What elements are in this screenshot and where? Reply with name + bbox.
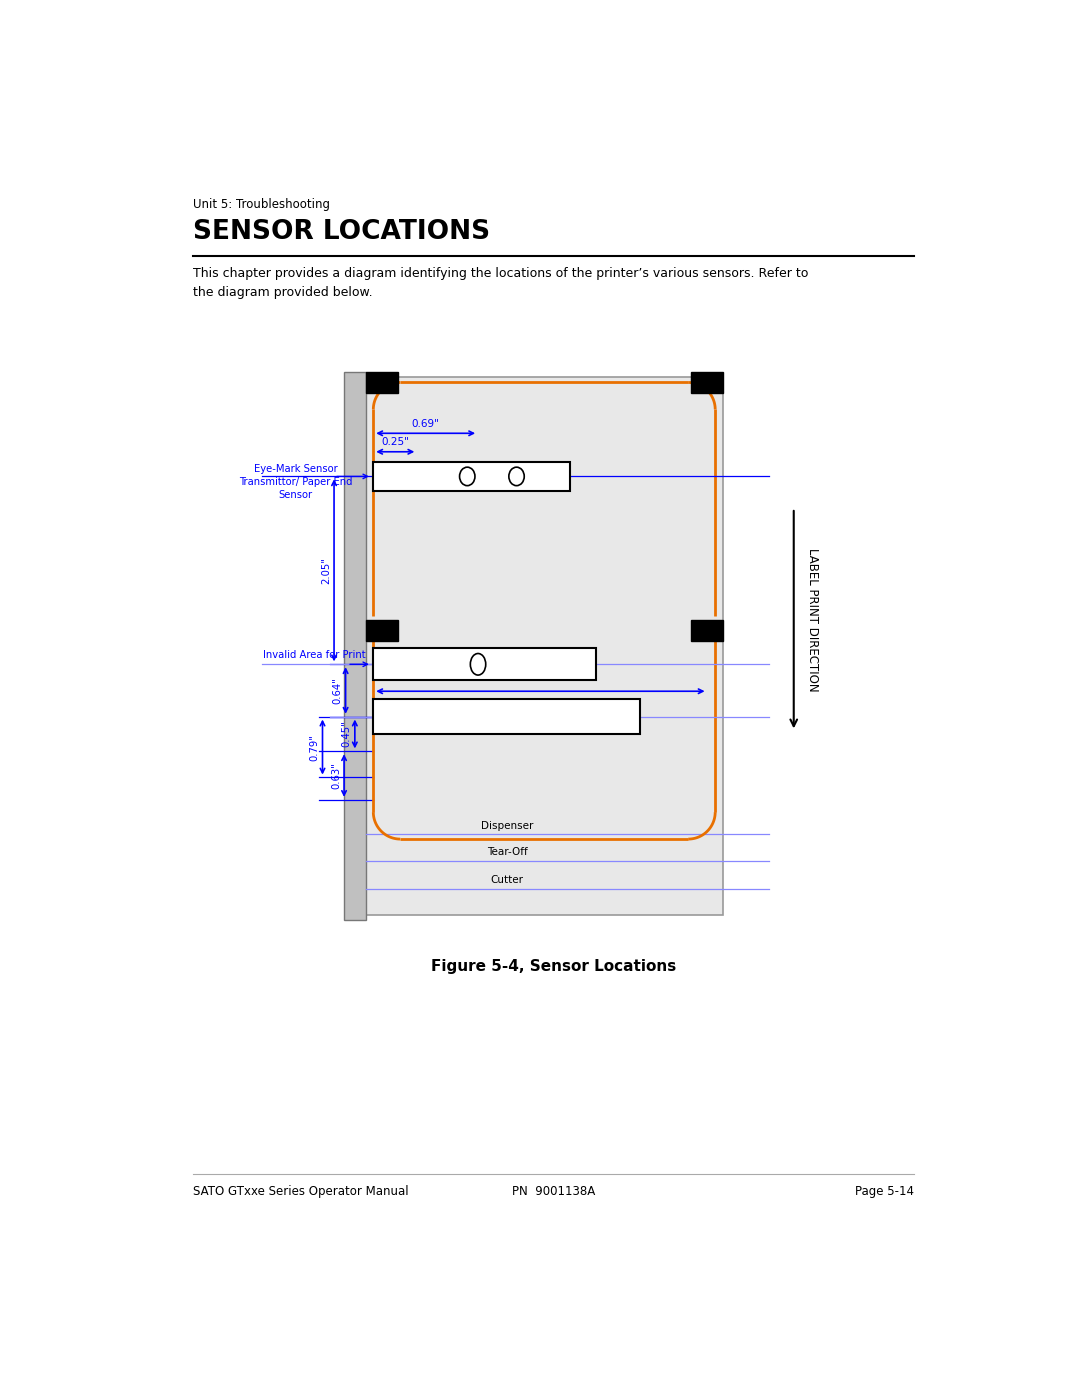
Text: Print Width: 4.09"/4.20': Print Width: 4.09"/4.20' (482, 701, 599, 711)
Text: Page 5-14: Page 5-14 (855, 1185, 914, 1197)
Bar (374, 462, 570, 490)
Text: PN  9001138A: PN 9001138A (512, 1185, 595, 1197)
Text: Invalid Area for Print: Invalid Area for Print (264, 650, 366, 659)
Text: 0.64": 0.64" (333, 678, 342, 704)
Text: 0.45": 0.45" (341, 721, 352, 747)
Ellipse shape (509, 467, 524, 486)
Text: This chapter provides a diagram identifying the locations of the printer’s vario: This chapter provides a diagram identify… (193, 267, 809, 299)
Bar (374, 648, 596, 680)
Text: 0.25": 0.25" (381, 437, 409, 447)
Text: Print Head: Print Head (480, 703, 534, 712)
Text: 2.05": 2.05" (321, 557, 330, 584)
Text: 0.79": 0.79" (309, 733, 320, 760)
Bar (345, 372, 366, 921)
Bar (374, 698, 639, 735)
Text: Unit 5: Troubleshooting: Unit 5: Troubleshooting (193, 197, 330, 211)
Ellipse shape (460, 467, 475, 486)
Text: 0.63": 0.63" (330, 763, 341, 789)
Text: SATO GTxxe Series Operator Manual: SATO GTxxe Series Operator Manual (193, 1185, 408, 1197)
Bar (690, 620, 723, 641)
Text: LABEL PRINT DIRECTION: LABEL PRINT DIRECTION (806, 548, 819, 692)
Bar (365, 377, 723, 915)
Text: Tear-Off: Tear-Off (487, 847, 528, 856)
Text: Figure 5-4, Sensor Locations: Figure 5-4, Sensor Locations (431, 958, 676, 974)
Bar (690, 372, 723, 393)
Bar (366, 620, 397, 641)
Text: Cutter: Cutter (490, 876, 524, 886)
Text: Eye-Mark Sensor
Transmittor/ Paper End
Sensor: Eye-Mark Sensor Transmittor/ Paper End S… (239, 464, 352, 500)
Text: Dispenser: Dispenser (481, 820, 534, 831)
Text: SENSOR LOCATIONS: SENSOR LOCATIONS (193, 219, 490, 246)
Bar (366, 372, 397, 393)
Ellipse shape (470, 654, 486, 675)
Text: 0.69": 0.69" (411, 419, 440, 429)
